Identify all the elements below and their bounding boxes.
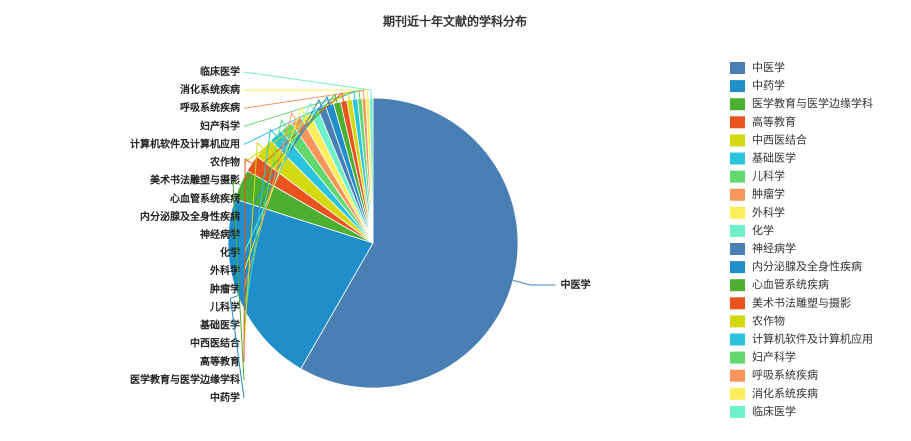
- legend-label: 中医学: [752, 60, 785, 74]
- legend-swatch: [730, 405, 745, 418]
- legend-swatch: [730, 351, 745, 364]
- slice-label: 儿科学: [209, 300, 240, 313]
- leader-line: [243, 93, 338, 200]
- legend-label: 农作物: [752, 313, 785, 327]
- legend-swatch: [730, 333, 745, 346]
- slice-label: 妇产科学: [199, 119, 240, 132]
- legend-label: 中药学: [752, 78, 785, 92]
- legend-swatch: [730, 62, 745, 74]
- legend-swatch: [730, 279, 745, 292]
- legend-swatch: [730, 315, 745, 328]
- legend-swatch: [730, 134, 745, 147]
- slice-label: 外科学: [209, 264, 240, 277]
- legend-label: 外科学: [752, 205, 785, 219]
- leader-line: [229, 295, 245, 399]
- legend-label: 计算机软件及计算机应用: [752, 332, 873, 346]
- legend-label: 呼吸系统疾病: [752, 368, 818, 382]
- slice-label: 基础医学: [199, 319, 240, 332]
- slice-label: 神经病学: [200, 228, 240, 241]
- slice-label: 中医学: [560, 278, 590, 291]
- leader-line: [243, 98, 323, 236]
- legend-label: 中西医结合: [752, 132, 807, 146]
- leader-line: [243, 106, 306, 272]
- slice-label: 临床医学: [200, 65, 240, 78]
- legend-swatch: [730, 387, 745, 400]
- legend-label: 高等教育: [752, 114, 796, 128]
- legend-label: 心血管系统疾病: [752, 277, 829, 291]
- legend-swatch: [730, 188, 745, 201]
- legend-label: 医学教育与医学边缘学科: [752, 96, 873, 110]
- leader-line: [512, 279, 556, 286]
- legend-label: 化学: [752, 223, 774, 237]
- legend-label: 基础医学: [752, 151, 796, 165]
- slice-label: 心血管系统疾病: [170, 192, 240, 205]
- leader-line: [243, 89, 365, 109]
- legend-swatch: [730, 116, 745, 129]
- legend-label: 肿瘤学: [752, 187, 785, 201]
- legend-label: 神经病学: [752, 241, 796, 255]
- legend-label: 美术书法雕塑与摄影: [752, 295, 851, 309]
- leader-line: [243, 158, 253, 362]
- pie-slice: [227, 198, 374, 370]
- legend-swatch: [730, 80, 745, 93]
- leader-line: [243, 95, 330, 218]
- slice-label: 医学教育与医学边缘学科: [130, 373, 240, 386]
- leader-line: [243, 141, 264, 344]
- slice-label: 中药学: [210, 391, 240, 404]
- leader-line: [243, 119, 287, 308]
- slice-label: 内分泌腺及全身性疾病: [140, 210, 240, 223]
- slice-label: 消化系统疾病: [180, 83, 240, 96]
- slice-label: 呼吸系统疾病: [180, 101, 240, 114]
- legend-swatch: [730, 243, 745, 255]
- legend-swatch: [730, 206, 745, 219]
- slice-label: 中西医结合: [190, 337, 241, 350]
- slice-label: 农作物: [209, 156, 240, 169]
- legend-swatch: [730, 152, 745, 165]
- legend-label: 内分泌腺及全身性疾病: [752, 259, 862, 273]
- legend-label: 临床医学: [752, 404, 796, 418]
- leader-line: [243, 102, 315, 254]
- leader-line: [243, 112, 297, 290]
- leader-line: [243, 71, 372, 99]
- legend-label: 消化系统疾病: [752, 386, 818, 400]
- legend-swatch: [730, 261, 745, 274]
- pie-slice: [300, 97, 519, 389]
- legend-swatch: [730, 224, 745, 237]
- legend-swatch: [730, 297, 745, 310]
- leader-line: [243, 92, 345, 182]
- legend-swatch: [730, 369, 745, 382]
- legend-swatch: [730, 170, 745, 183]
- legend-label: 妇产科学: [752, 350, 796, 364]
- slice-label: 计算机软件及计算机应用: [130, 137, 240, 150]
- leader-line: [243, 91, 350, 163]
- slice-label: 肿瘤学: [210, 282, 240, 295]
- leader-line: [243, 89, 361, 127]
- leader-line: [243, 89, 369, 99]
- leader-line: [232, 180, 245, 380]
- chart-title: 期刊近十年文献的学科分布: [383, 14, 527, 29]
- slice-label: 高等教育: [200, 355, 240, 368]
- leader-line: [243, 128, 277, 326]
- legend-label: 儿科学: [752, 169, 785, 183]
- slice-label: 美术书法雕塑与摄影: [150, 174, 240, 187]
- legend-swatch: [730, 98, 745, 111]
- slice-label: 化学: [220, 246, 240, 259]
